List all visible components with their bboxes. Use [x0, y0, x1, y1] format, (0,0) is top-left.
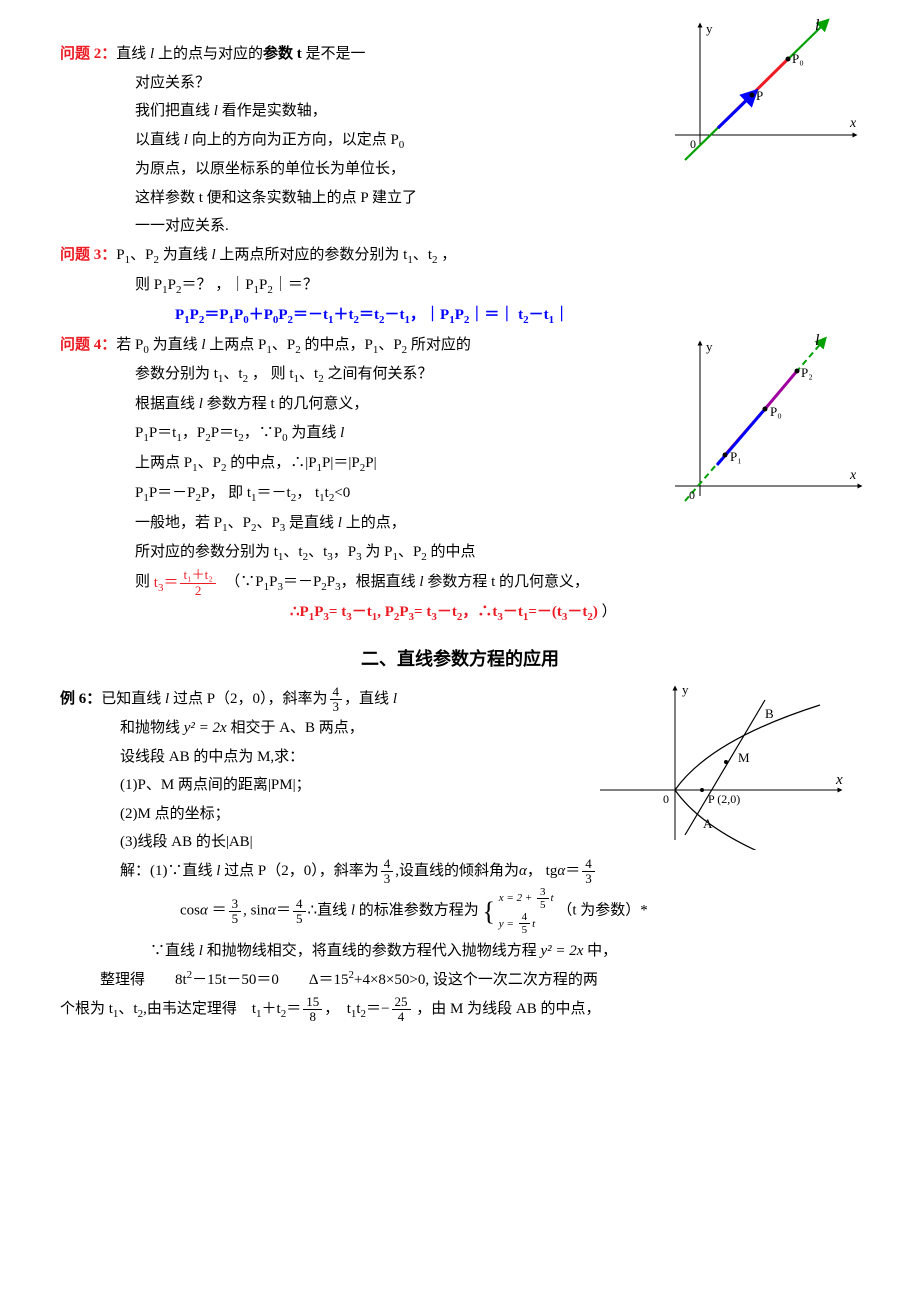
q2-l7: 一一对应关系. [60, 212, 860, 241]
ex6-l1: 已知直线 l 过点 P（2，0），斜率为43，直线 l [101, 691, 397, 707]
svg-text:y: y [706, 339, 713, 354]
block-q4: l y x 0 P₂ P₀ P₁ 问题 4：若 P0 为直线 l 上两点 P1、… [60, 331, 860, 629]
svg-text:P₀: P₀ [770, 404, 782, 419]
svg-text:0: 0 [689, 488, 695, 502]
svg-text:P (2,0): P (2,0) [708, 792, 740, 806]
block-ex6: y x 0 B M A P (2,0) 例 6：已知直线 l 过点 P（2，0）… [60, 685, 860, 1025]
q2-l6: 这样参数 t 便和这条实数轴上的点 P 建立了 [60, 184, 860, 213]
svg-text:P₁: P₁ [730, 449, 742, 464]
q4-label: 问题 4： [60, 337, 116, 353]
q2-label: 问题 2： [60, 46, 116, 62]
block-q2: l y x 0 P₀ P 问题 2：直线 l 上的点与对应的参数 t 是不是一 … [60, 40, 860, 241]
ex6-sol3: ∵直线 l 和抛物线相交，将直线的参数方程代入抛物线方程 y² = 2x 中， [60, 937, 860, 966]
ex6-sol2: cosα ＝35, sinα＝45∴直线 l 的标准参数方程为 { x = 2 … [60, 886, 860, 936]
q4-l8: 所对应的参数分别为 t1、t2、t3，P3 为 P1、P2 的中点 [60, 538, 860, 568]
svg-text:0: 0 [663, 792, 669, 806]
svg-text:x: x [849, 468, 857, 483]
block-q3: 问题 3：P1、P2 为直线 l 上两点所对应的参数分别为 t1、t2 ， 则 … [60, 241, 860, 331]
svg-text:P: P [756, 88, 763, 103]
svg-text:y: y [682, 682, 689, 697]
diagram-1: l y x 0 P₀ P [640, 15, 870, 170]
svg-text:y: y [706, 21, 713, 36]
q4-l10: ∴P1P3= t3－t1, P2P3= t3－t2，∴t3－t1=－(t3－t2… [60, 598, 860, 628]
svg-text:P₂: P₂ [801, 365, 813, 380]
ex6-sol1: 解：(1)∵直线 l 过点 P（2，0），斜率为43,设直线的倾斜角为α， tg… [60, 857, 860, 887]
svg-text:l: l [815, 17, 820, 34]
q4-l9: 则 t3＝t₁＋t₂2 （∵P1P3＝－P2P3，根据直线 l 参数方程 t 的… [60, 568, 860, 598]
svg-text:x: x [835, 772, 843, 788]
svg-text:x: x [849, 116, 857, 131]
ex6-label: 例 6： [60, 691, 101, 707]
ex6-sol5: 个根为 t1、t2,由韦达定理得 t1＋t2＝158， t1t2＝−254 ，由… [60, 995, 860, 1025]
q3-label: 问题 3： [60, 247, 116, 263]
q3-l1: P1、P2 为直线 l 上两点所对应的参数分别为 t1、t2 ， [116, 247, 456, 263]
diagram-3: y x 0 B M A P (2,0) [590, 680, 850, 850]
section-2-title: 二、直线参数方程的应用 [60, 642, 860, 676]
q4-l7: 一般地，若 P1、P2、P3 是直线 l 上的点， [60, 509, 860, 539]
ex6-sol4: 整理得 8t2－15t－50＝0 Δ＝152+4×8×50>0, 设这个一次二次… [60, 965, 860, 995]
svg-text:A: A [703, 816, 713, 831]
svg-text:0: 0 [690, 137, 696, 151]
q2-l1: 直线 l 上的点与对应的参数 t 是不是一 [116, 46, 365, 62]
diagram-2: l y x 0 P₂ P₀ P₁ [645, 331, 870, 506]
svg-text:M: M [738, 750, 750, 765]
q3-l2: 则 P1P2＝？ ，｜P1P2｜＝？ [60, 271, 860, 301]
svg-text:l: l [815, 332, 820, 349]
svg-text:P₀: P₀ [792, 51, 804, 66]
svg-text:B: B [765, 706, 774, 721]
q4-l1: 若 P0 为直线 l 上两点 P1、P2 的中点，P1、P2 所对应的 [116, 337, 471, 353]
q3-l3: P1P2＝P1P0＋P0P2＝－t1＋t2＝t2－t1，｜P1P2｜＝｜ t2－… [60, 301, 860, 331]
